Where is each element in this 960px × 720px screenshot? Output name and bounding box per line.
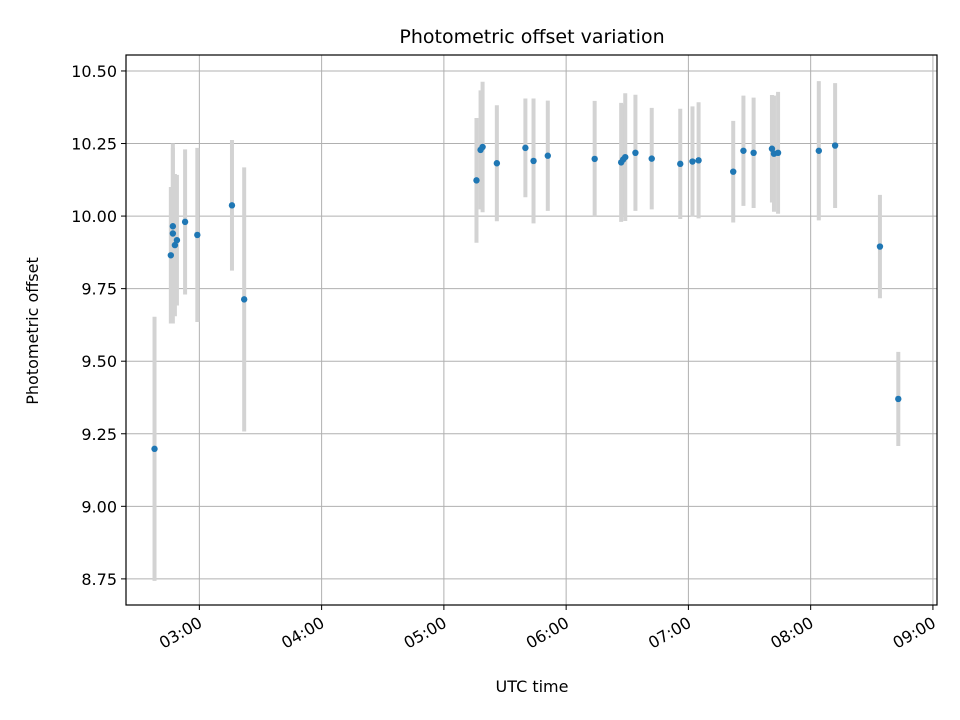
data-point — [689, 158, 696, 165]
x-axis-title: UTC time — [496, 677, 569, 696]
data-point — [648, 155, 655, 162]
data-point — [151, 445, 158, 453]
data-point — [677, 160, 684, 168]
y-tick-label: 10.25 — [71, 135, 117, 154]
plot-area-frame — [125, 54, 938, 606]
y-tick-label: 9.00 — [81, 497, 117, 516]
data-point — [591, 155, 598, 163]
data-point — [169, 230, 177, 237]
data-point — [479, 143, 486, 151]
data-point — [895, 395, 902, 403]
data-point — [695, 157, 702, 164]
data-point — [730, 168, 737, 175]
y-tick-label: 9.75 — [81, 280, 117, 299]
grid-lines — [126, 55, 937, 605]
y-axis-title: Photometric offset — [23, 257, 42, 405]
data-point — [815, 147, 823, 154]
data-point — [530, 157, 537, 165]
data-point — [632, 149, 639, 157]
data-point — [173, 236, 181, 244]
data-point — [473, 177, 480, 184]
data-point — [522, 144, 529, 152]
data-point — [181, 218, 189, 226]
data-point — [228, 202, 236, 209]
data-point — [167, 252, 175, 259]
y-axis-ticks: 8.75 9.00 9.25 9.50 9.75 10.00 10.25 10.50 — [71, 62, 126, 589]
y-tick-label: 10.50 — [71, 62, 117, 81]
y-tick-label: 8.75 — [81, 570, 117, 589]
chart-title: Photometric offset variation — [399, 26, 664, 48]
data-points — [151, 142, 902, 453]
y-tick-label: 9.50 — [81, 352, 117, 371]
data-point — [622, 153, 629, 161]
data-point — [750, 149, 757, 157]
data-point — [493, 160, 501, 167]
data-point — [740, 147, 747, 154]
data-point — [194, 231, 201, 239]
data-point — [544, 152, 552, 159]
data-point — [768, 145, 776, 152]
y-tick-label: 10.00 — [71, 207, 117, 226]
data-point — [171, 241, 179, 249]
data-point — [774, 149, 782, 157]
data-point — [876, 243, 884, 250]
data-point — [831, 142, 839, 149]
y-tick-label: 9.25 — [81, 425, 117, 444]
data-point — [240, 296, 248, 303]
data-point — [169, 223, 177, 230]
